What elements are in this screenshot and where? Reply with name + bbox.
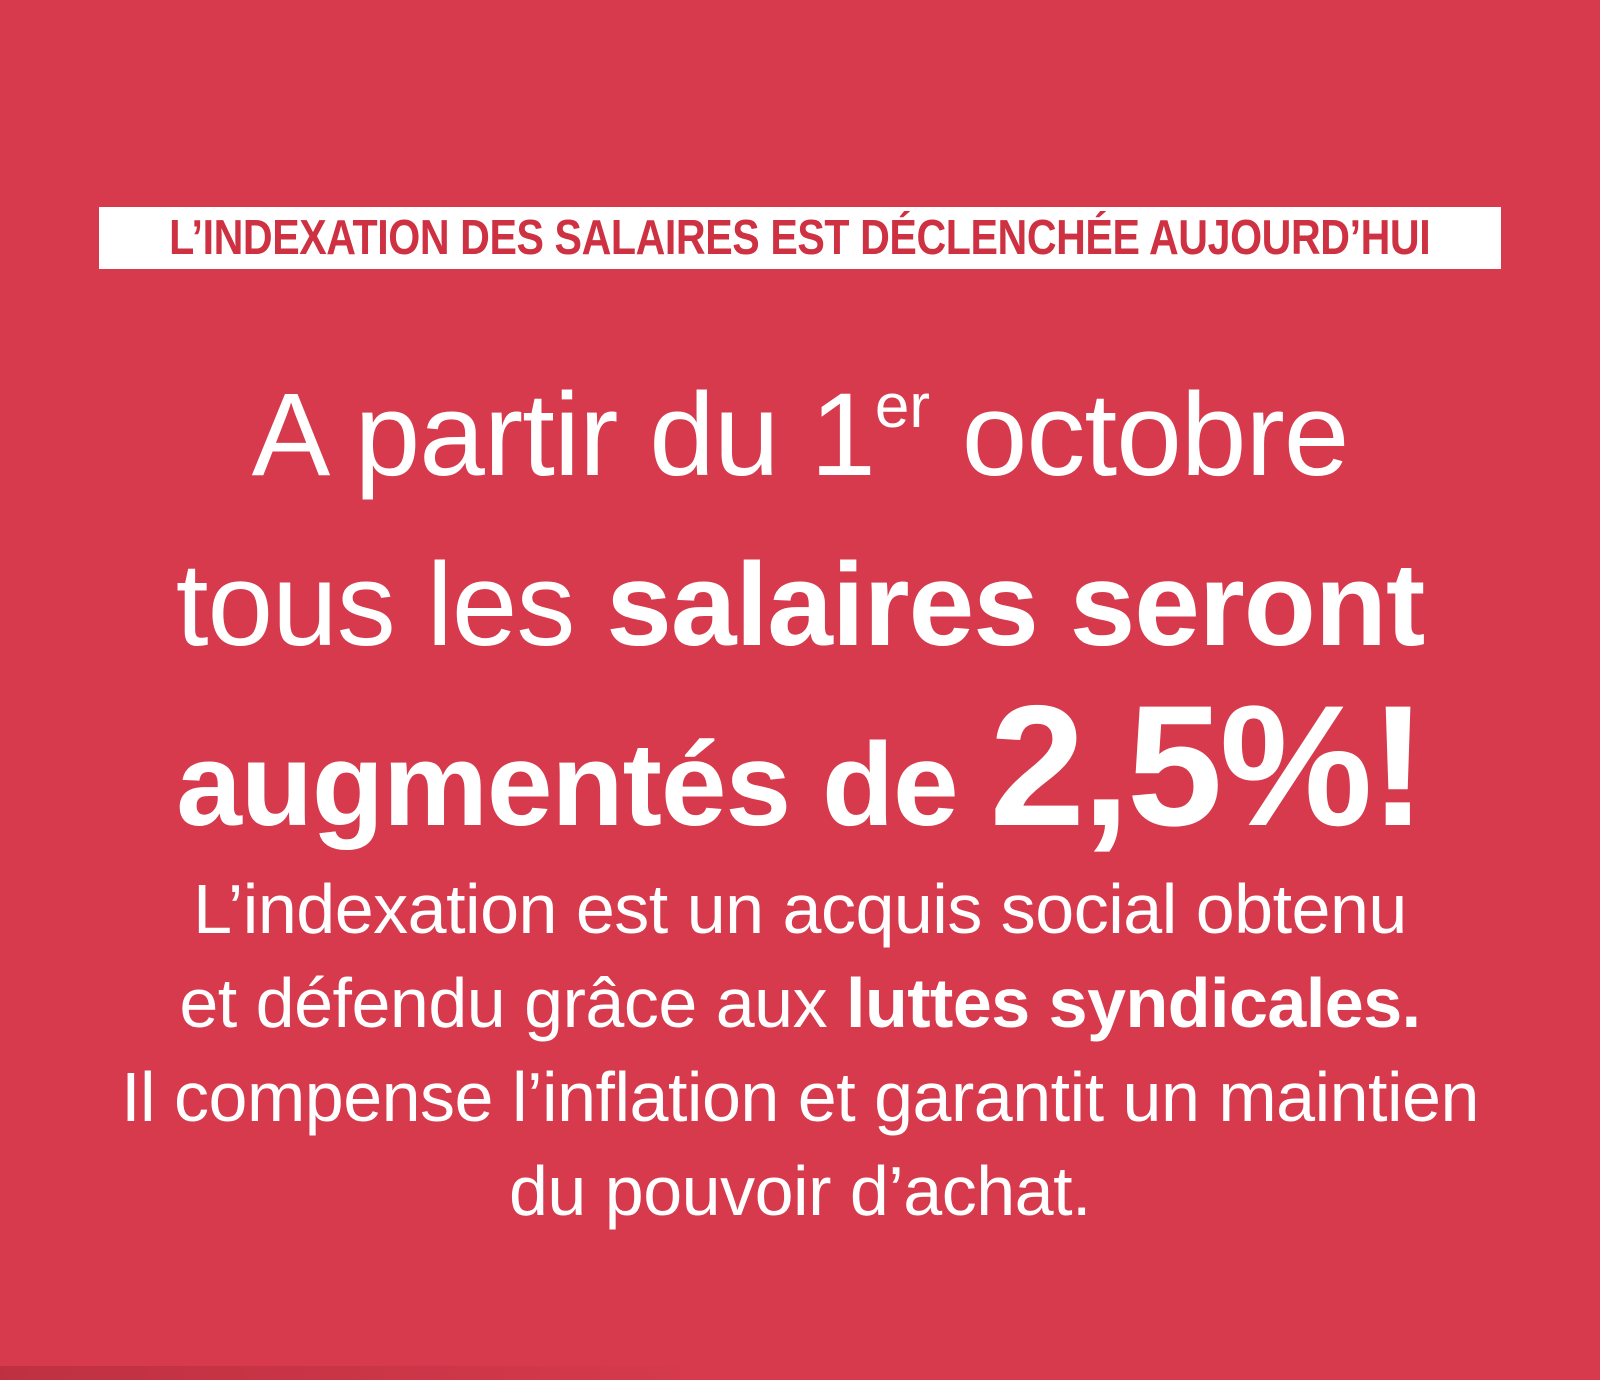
bottom-edge-artifact xyxy=(0,1366,700,1380)
headline-line1-tail: octobre xyxy=(930,369,1350,501)
body-line-3: Il compense l’inflation et garantit un m… xyxy=(121,1058,1479,1136)
headline-line3-bold: augmentés de xyxy=(176,719,990,851)
body-line-2: et défendu grâce aux luttes syndicales. xyxy=(0,956,1600,1050)
body-paragraph: L’indexation est un acquis social obtenu… xyxy=(0,862,1600,1238)
headline-line2-bold: salaires seront xyxy=(606,539,1425,671)
headline-line-2: tous les salaires seront xyxy=(0,530,1600,680)
body-line-1: L’indexation est un acquis social obtenu xyxy=(193,870,1407,948)
ordinal-superscript: er xyxy=(874,372,931,441)
body-line-4: du pouvoir d’achat. xyxy=(508,1152,1092,1230)
percentage-highlight: 2,5%! xyxy=(989,670,1426,862)
headline-line1-text: A partir du 1 xyxy=(251,369,876,501)
headline: A partir du 1er octobre tous les salaire… xyxy=(0,360,1600,871)
headline-line-3: augmentés de 2,5%! xyxy=(0,680,1600,871)
headline-line2-light: tous les xyxy=(175,539,607,671)
announcement-banner: L’INDEXATION DES SALAIRES EST DÉCLENCHÉE… xyxy=(99,207,1501,269)
banner-label: L’INDEXATION DES SALAIRES EST DÉCLENCHÉE… xyxy=(169,211,1431,265)
body-line2-bold: luttes syndicales. xyxy=(846,964,1421,1042)
headline-line-1: A partir du 1er octobre xyxy=(0,360,1600,530)
body-line2-text: et défendu grâce aux xyxy=(179,964,847,1042)
